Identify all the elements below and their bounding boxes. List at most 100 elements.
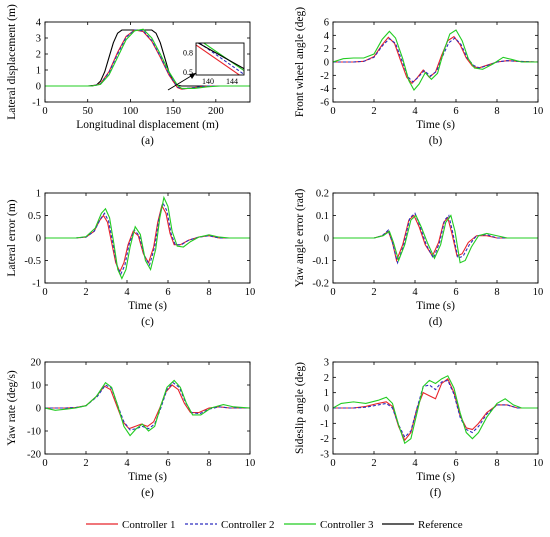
- x-tick-label: 0: [330, 106, 335, 117]
- legend-label-controller-3: Controller 3: [320, 519, 374, 531]
- axes-frame: [44, 192, 251, 284]
- x-tick-label: 10: [533, 106, 544, 117]
- axes-frame: [44, 361, 251, 455]
- y-tick-label: -0.1: [312, 256, 329, 267]
- y-tick-label: 1: [36, 66, 41, 77]
- y-tick-label: 4: [36, 18, 42, 29]
- y-tick-label: -4: [320, 84, 329, 95]
- y-tick-label: -2: [320, 71, 329, 82]
- x-tick-label: 0: [42, 458, 47, 469]
- y-tick-label: 4: [324, 31, 330, 42]
- y-tick-label: 0.5: [28, 211, 41, 222]
- x-tick-label: 2: [371, 287, 376, 298]
- series-line-controller-2: [333, 379, 538, 439]
- x-tick-label: 8: [206, 458, 211, 469]
- inset-y-tick-label: 0.5: [183, 68, 193, 77]
- inset-x-tick-label: 144: [226, 77, 238, 86]
- x-tick-label: 10: [245, 458, 256, 469]
- panel-caption: (e): [141, 487, 154, 499]
- y-axis-label: Lateral error (m): [6, 199, 18, 276]
- y-tick-label: -0.5: [24, 256, 41, 267]
- x-tick-label: 4: [412, 106, 418, 117]
- x-tick-label: 0: [330, 458, 335, 469]
- series-group: [333, 212, 538, 265]
- y-tick-label: -1: [32, 98, 41, 109]
- x-tick-label: 10: [245, 287, 256, 298]
- series-line-controller-3: [333, 375, 538, 445]
- series-line-controller-3: [45, 379, 250, 437]
- panel-d: 0 2 4 6 8 10 -0.2 -0.1 0 0.1 0.2 Time (s) Yaw angle …: [294, 188, 543, 328]
- x-axis-label: Time (s): [416, 119, 455, 131]
- series-line-controller-2: [45, 29, 250, 90]
- legend: Controller 1 Controller 2 Controller 3 R…: [86, 519, 463, 531]
- x-tick-label: 8: [206, 287, 211, 298]
- x-axis-label: Time (s): [128, 471, 167, 483]
- y-tick-label: -3: [320, 450, 329, 461]
- panel-b: 0 2 4 6 8 10 -6 -4 -2 0 2 4 6 Time (s) Front wheel ang…: [294, 7, 543, 147]
- x-tick-label: 6: [453, 458, 458, 469]
- series-group: [45, 195, 250, 280]
- y-tick-label: 10: [31, 381, 42, 392]
- y-tick-label: 0: [324, 234, 329, 245]
- y-tick-label: 1: [324, 388, 329, 399]
- y-axis-label: Front wheel angle (deg): [294, 7, 306, 117]
- series-group: [45, 28, 250, 90]
- y-tick-label: 6: [324, 18, 329, 29]
- x-tick-label: 0: [42, 106, 47, 117]
- x-axis-label: Time (s): [128, 300, 167, 312]
- y-tick-label: 20: [31, 358, 42, 369]
- x-tick-label: 150: [165, 106, 181, 117]
- x-tick-label: 6: [453, 287, 458, 298]
- inset-line-controller-1: [196, 44, 241, 75]
- y-tick-label: -1: [320, 419, 329, 430]
- x-tick-label: 6: [165, 458, 170, 469]
- x-tick-label: 4: [124, 287, 130, 298]
- series-group: [333, 29, 538, 91]
- panel-caption: (f): [430, 487, 442, 499]
- series-line-controller-1: [333, 378, 538, 442]
- inset-background: [196, 43, 244, 75]
- y-axis-label: Yaw angle error (rad): [294, 188, 306, 287]
- series-group: [333, 375, 538, 445]
- inset-arrow-head: [189, 73, 196, 79]
- y-tick-label: 0: [36, 234, 41, 245]
- y-axis-label: Sideslip angle (deg): [294, 362, 306, 454]
- inset-x-tick-label: 140: [202, 77, 214, 86]
- panel-f: 0 2 4 6 8 10 -3 -2 -1 0 1 2 3 Time (s) Sideslip angle …: [294, 358, 543, 500]
- series-line-controller-3: [45, 195, 250, 280]
- y-tick-label: 3: [36, 34, 41, 45]
- y-tick-label: 2: [324, 373, 329, 384]
- y-tick-label: 0: [324, 58, 329, 69]
- series-line-controller-3: [333, 29, 538, 91]
- x-tick-label: 100: [123, 106, 139, 117]
- x-tick-label: 0: [42, 287, 47, 298]
- series-line-controller-1: [333, 35, 538, 85]
- x-tick-label: 2: [83, 287, 88, 298]
- inset-series: [196, 43, 244, 75]
- x-tick-label: 6: [453, 106, 458, 117]
- inset-frame: [195, 42, 245, 76]
- x-tick-label: 50: [82, 106, 93, 117]
- x-tick-label: 10: [533, 458, 544, 469]
- y-tick-label: 0.1: [316, 211, 329, 222]
- x-tick-label: 4: [412, 458, 418, 469]
- y-tick-label: 0: [324, 404, 329, 415]
- y-tick-label: -2: [320, 434, 329, 445]
- x-tick-label: 10: [533, 287, 544, 298]
- x-tick-label: 200: [208, 106, 224, 117]
- x-axis-label: Time (s): [416, 471, 455, 483]
- panel-c: 0 2 4 6 8 10 -1 -0.5 0 0.5 1 Time (s) Lateral error …: [6, 189, 255, 329]
- panel-caption: (a): [141, 135, 154, 147]
- x-tick-label: 2: [83, 458, 88, 469]
- panel-caption: (d): [429, 316, 443, 328]
- x-tick-label: 8: [494, 287, 499, 298]
- series-line-controller-2: [333, 37, 538, 83]
- y-tick-label: -6: [320, 98, 329, 109]
- y-tick-label: -10: [27, 427, 41, 438]
- panel-caption: (b): [429, 135, 443, 147]
- x-tick-label: 4: [124, 458, 130, 469]
- x-tick-label: 2: [371, 458, 376, 469]
